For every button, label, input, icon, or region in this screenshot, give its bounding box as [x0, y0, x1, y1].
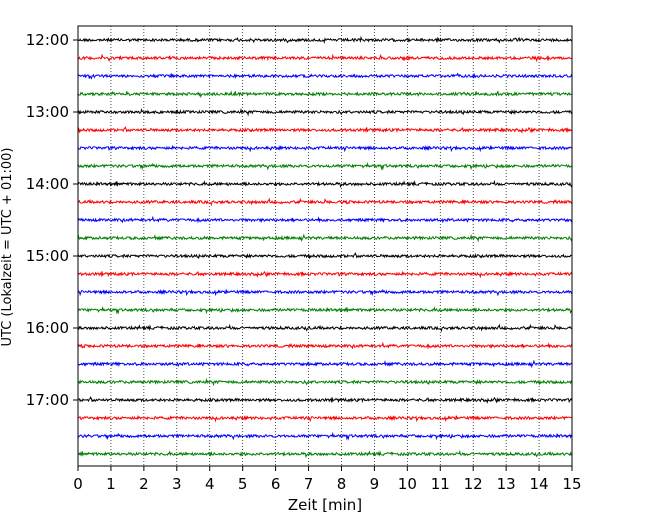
x-tick-label: 5: [238, 475, 248, 493]
plot-frame: [77, 25, 573, 467]
axis-layer: 0 1 2 3 4 5 6 7 8 9 10 11 12 13 14 1512:0013:0014:0015:…: [26, 31, 582, 493]
x-tick-label: 12: [464, 475, 483, 493]
y-tick-label: 16:00: [26, 319, 69, 337]
trace-row: [77, 161, 573, 171]
x-tick-label: 3: [172, 475, 182, 493]
trace-row: [77, 377, 573, 387]
y-tick-label: 14:00: [26, 175, 69, 193]
x-tick-label: 8: [337, 475, 347, 493]
x-axis-title: Zeit [min]: [288, 496, 362, 514]
x-tick-label: 1: [106, 475, 116, 493]
x-tick-label: 10: [398, 475, 417, 493]
trace-row: [77, 90, 573, 99]
x-tick-label: 2: [139, 475, 149, 493]
x-tick-label: 7: [304, 475, 314, 493]
y-tick-label: 12:00: [26, 31, 69, 49]
trace-row: [77, 288, 573, 297]
trace-row: [77, 125, 573, 134]
trace-row: [77, 359, 573, 369]
x-tick-label: 9: [370, 475, 380, 493]
trace-row: [77, 414, 573, 423]
grid-layer: [110, 26, 540, 466]
trace-row: [77, 395, 573, 404]
trace-row: [77, 144, 573, 153]
trace-row: [77, 53, 573, 63]
trace-row: [77, 35, 572, 44]
x-tick-label: 6: [271, 475, 281, 493]
y-tick-label: 13:00: [26, 103, 69, 121]
x-tick-label: 0: [73, 475, 83, 493]
trace-row: [77, 215, 573, 224]
y-tick-label: 15:00: [26, 247, 69, 265]
trace-row: [77, 251, 573, 260]
x-tick-label: 15: [562, 475, 581, 493]
trace-row: [77, 431, 573, 441]
y-tick-label: 17:00: [26, 391, 69, 409]
trace-row: [77, 449, 573, 458]
trace-row: [77, 270, 573, 279]
trace-row: [77, 305, 573, 315]
y-axis-title: UTC (Lokalzeit = UTC + 01:00): [0, 148, 15, 347]
trace-row: [77, 107, 573, 117]
trace-row: [77, 341, 573, 350]
x-tick-label: 11: [431, 475, 450, 493]
x-tick-label: 4: [205, 475, 215, 493]
x-tick-label: 14: [530, 475, 549, 493]
trace-row: [77, 233, 573, 243]
trace-row: [77, 197, 573, 207]
trace-layer: [77, 35, 573, 458]
trace-row: [77, 179, 573, 188]
x-tick-label: 13: [497, 475, 516, 493]
trace-row: [77, 323, 573, 333]
trace-row: [77, 72, 573, 80]
